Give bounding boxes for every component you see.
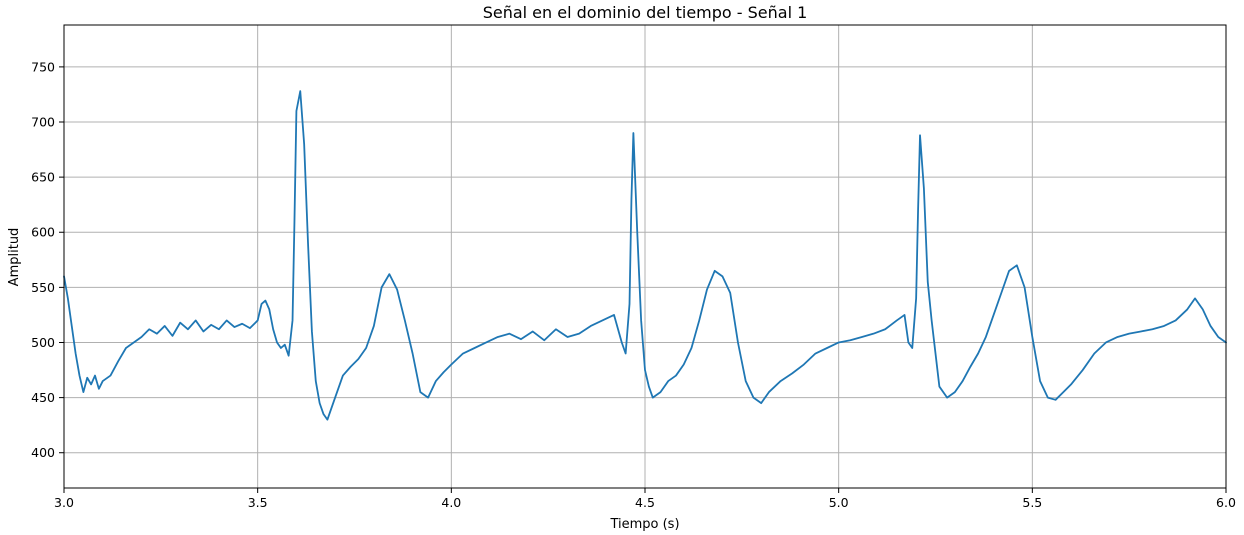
y-tick-label: 600 <box>31 225 55 240</box>
x-tick-label: 4.5 <box>635 495 655 510</box>
x-tick-label: 5.5 <box>1022 495 1042 510</box>
x-tick-label: 3.5 <box>248 495 268 510</box>
y-tick-label: 650 <box>31 170 55 185</box>
y-tick-label: 750 <box>31 59 55 74</box>
y-tick-label: 500 <box>31 335 55 350</box>
x-axis-label: Tiempo (s) <box>609 517 679 532</box>
x-tick-label: 5.0 <box>829 495 849 510</box>
y-tick-label: 550 <box>31 280 55 295</box>
y-tick-label: 450 <box>31 390 55 405</box>
y-axis-ticks: 400 450 500 550 600 650 700 750 <box>31 59 64 460</box>
y-tick-label: 400 <box>31 445 55 460</box>
series-line <box>63 90 1227 421</box>
x-axis-ticks: 3.0 3.5 4.0 4.5 5.0 5.5 6.0 <box>54 488 1236 510</box>
x-tick-label: 6.0 <box>1216 495 1236 510</box>
chart-title: Señal en el dominio del tiempo - Señal 1 <box>483 3 808 22</box>
y-tick-label: 700 <box>31 115 55 130</box>
x-tick-label: 3.0 <box>54 495 74 510</box>
grid <box>63 25 1227 488</box>
x-tick-label: 4.0 <box>441 495 461 510</box>
y-axis-label: Amplitud <box>7 228 22 287</box>
